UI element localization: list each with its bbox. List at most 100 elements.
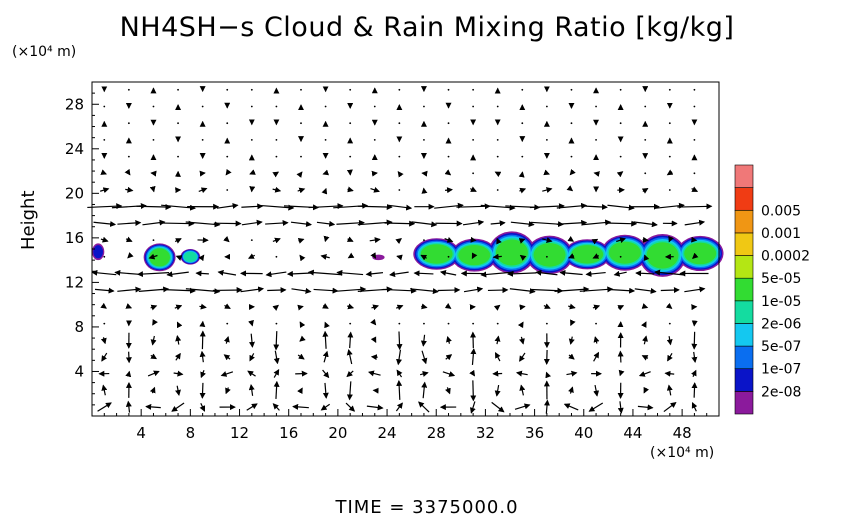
wind-dot [496,138,499,141]
wind-arrow [617,350,624,363]
wind-arrow [147,370,160,377]
wind-arrow [421,381,428,399]
wind-arrow [665,302,673,309]
wind-arrow [494,352,501,362]
wind-arrow [641,303,649,309]
wind-arrow [643,386,650,394]
wind-arrow [161,204,196,211]
wind-arrow [223,354,231,361]
wind-arrow [199,402,206,412]
wind-arrow [273,380,280,399]
wind-dot [250,88,253,91]
colorbar-swatch [734,255,754,279]
wind-arrow [241,219,263,226]
colorbar-swatch [734,277,754,302]
wind-arrow [142,219,166,226]
wind-arrow [174,238,182,244]
wind-arrow [273,368,280,378]
wind-arrow [166,271,189,278]
wind-arrow [420,334,427,347]
wind-dot [472,88,475,91]
wind-arrow [286,270,315,277]
wind-arrow [469,401,476,414]
wind-arrow [556,202,588,209]
wind-arrow [273,350,280,365]
wind-arrow [519,384,526,396]
wind-dot [496,322,499,325]
wind-arrow [519,352,526,362]
y-axis-ticks: 4 8 12 16 20 24 28 [65,92,99,406]
colorbar-label: 5e-05 [761,271,801,287]
cloud-contour [183,251,197,262]
wind-arrow [434,202,464,209]
wind-arrow [446,335,452,344]
wind-arrow [346,381,353,401]
wind-arrow [216,202,239,209]
wind-arrow [444,169,452,176]
wind-dot [644,138,647,141]
wind-dot [668,88,671,91]
wind-arrow [125,303,133,309]
wind-arrow [273,331,280,351]
wind-arrow [519,254,527,261]
wind-dot [545,105,548,108]
wind-dot [447,255,450,258]
wind-arrow [419,371,429,377]
wind-arrow [346,236,354,242]
wind-arrow [542,237,553,243]
wind-arrow [617,305,625,311]
wind-arrow [607,204,635,211]
wind-dot [324,138,327,141]
wind-arrow [668,235,674,243]
wind-arrow [413,270,434,277]
wind-arrow [125,186,134,193]
wind-dot [349,88,352,91]
wind-arrow [616,237,627,244]
wind-arrow [161,287,196,294]
wind-arrow [195,270,209,277]
wind-dot [103,105,106,108]
wind-arrow [519,336,525,345]
wind-arrow [666,169,674,176]
wind-arrow [387,204,413,211]
wind-dot [275,155,278,158]
wind-arrow [559,269,583,276]
wind-arrow [677,203,713,210]
wind-arrow [389,271,409,278]
cloud-contour [420,244,453,264]
wind-arrow [249,353,255,362]
wind-arrow [494,335,501,345]
wind-arrow [444,237,454,243]
wind-dot [373,105,376,108]
wind-dot [300,88,302,91]
colorbar-label: 2e-08 [761,384,801,400]
wind-arrow [299,335,306,342]
wind-arrow [198,187,208,194]
colorbar-swatch [734,368,754,392]
cloud-contour [372,254,385,261]
wind-arrow [554,286,590,293]
colorbar-swatch [734,300,754,324]
wind-arrow [493,304,501,311]
wind-dot [496,155,499,158]
wind-arrow [593,336,600,344]
wind-arrow [175,385,181,396]
wind-arrow [509,288,536,295]
wind-dot [152,105,155,108]
wind-arrow [607,287,636,294]
wind-arrow [175,255,183,261]
wind-arrow [617,401,624,414]
y-tick-label: 20 [65,184,84,202]
wind-dot [545,138,548,141]
wind-arrow [347,186,354,193]
wind-arrow [225,168,232,176]
wind-dot [595,105,597,108]
wind-arrow [308,203,344,210]
colorbar-swatch [734,232,754,256]
wind-arrow [544,399,551,414]
time-label: TIME = 3375000.0 [335,497,519,518]
wind-dot [226,88,229,91]
wind-dot [152,239,155,241]
wind-arrow [643,254,650,262]
wind-dot [152,138,155,141]
